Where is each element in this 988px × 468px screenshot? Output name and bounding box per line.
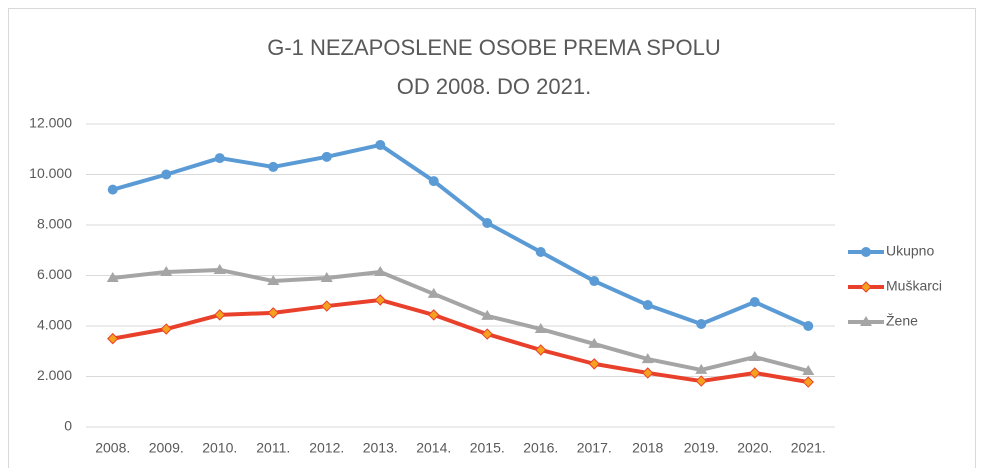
y-tick-label: 4.000 [37,317,72,333]
data-point [802,376,814,388]
series-line [112,297,809,385]
data-point [802,364,815,375]
x-tick-label: 2012. [309,440,344,456]
data-point [320,272,333,283]
data-point [267,275,280,286]
data-point [589,276,600,287]
x-tick-label: 2017. [577,440,612,456]
data-point [160,323,172,335]
x-tick-label: 2018 [632,440,663,456]
data-point [214,153,225,164]
y-tick-label: 8.000 [37,216,72,232]
data-point [749,367,761,379]
x-tick-label: 2008. [95,440,130,456]
chart-frame [8,8,976,468]
data-point [213,263,226,274]
x-tick-label: 2013. [363,440,398,456]
data-point [481,309,494,320]
data-point [267,307,279,319]
x-tick-label: 2014. [416,440,451,456]
data-point [481,328,493,340]
data-point [588,358,600,370]
data-point [321,151,332,162]
legend-marker [861,247,871,257]
data-point [535,344,547,356]
data-point [107,184,118,195]
chart-title: G-1 NEZAPOSLENE OSOBE PREMA SPOLU [267,35,721,60]
data-point [375,139,386,150]
y-tick-label: 12.000 [29,115,72,131]
data-point [641,353,654,364]
data-point [107,332,119,345]
x-tick-label: 2011. [256,440,290,456]
data-point [696,318,707,329]
y-tick-label: 6.000 [37,266,72,282]
x-tick-label: 2016. [523,440,558,456]
y-tick-label: 10.000 [29,165,72,181]
data-point [803,321,814,331]
data-point [428,176,439,187]
data-point [160,265,173,276]
series-line [112,142,810,328]
data-point [106,272,119,283]
data-point [695,375,707,387]
x-tick-label: 2021. [791,440,826,456]
legend-marker [860,281,872,293]
series-line [112,267,809,373]
legend-marker [860,316,872,326]
data-point [695,363,708,374]
data-point [428,309,440,321]
legend-label: Žene [886,313,918,329]
data-point [161,169,172,180]
x-tick-label: 2010. [202,440,237,456]
y-tick-label: 0 [64,418,72,434]
data-point [374,265,387,276]
data-point [427,287,440,298]
data-point [374,294,386,306]
legend-label: Muškarci [886,278,942,294]
data-point [214,309,226,321]
data-point [588,337,601,348]
data-point [321,300,333,312]
x-tick-label: 2009. [149,440,184,456]
chart-title: OD 2008. DO 2021. [397,74,591,99]
x-tick-label: 2019. [684,440,719,456]
y-tick-label: 2.000 [37,367,72,383]
data-point [268,161,279,172]
data-point [749,297,760,308]
data-point [748,351,761,362]
x-tick-label: 2020. [737,440,772,456]
data-point [482,217,493,228]
legend-label: Ukupno [886,243,934,259]
data-point [534,323,547,334]
x-tick-label: 2015. [470,440,505,456]
data-point [642,300,653,311]
data-point [642,367,654,379]
data-point [535,247,546,258]
